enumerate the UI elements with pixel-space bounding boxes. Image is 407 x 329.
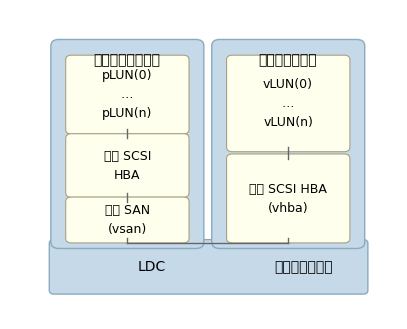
FancyBboxPatch shape: [66, 197, 189, 243]
FancyBboxPatch shape: [49, 240, 368, 294]
Text: ハイパーバイザ: ハイパーバイザ: [274, 261, 333, 274]
Text: 仮想 SAN
(vsan): 仮想 SAN (vsan): [105, 204, 150, 236]
Text: ゲストドメイン: ゲストドメイン: [258, 53, 317, 67]
Text: LDC: LDC: [138, 261, 166, 274]
Text: 物理 SCSI
HBA: 物理 SCSI HBA: [103, 150, 151, 182]
Text: vLUN(0)
…
vLUN(n): vLUN(0) … vLUN(n): [263, 78, 313, 129]
Text: 仮想 SCSI HBA
(vhba): 仮想 SCSI HBA (vhba): [249, 183, 327, 215]
FancyBboxPatch shape: [212, 39, 365, 248]
FancyBboxPatch shape: [227, 154, 350, 243]
FancyBboxPatch shape: [66, 134, 189, 197]
FancyBboxPatch shape: [51, 39, 204, 248]
Text: pLUN(0)
…
pLUN(n): pLUN(0) … pLUN(n): [102, 69, 153, 120]
Text: サービスドメイン: サービスドメイン: [93, 53, 160, 67]
FancyBboxPatch shape: [227, 55, 350, 152]
FancyBboxPatch shape: [66, 55, 189, 134]
